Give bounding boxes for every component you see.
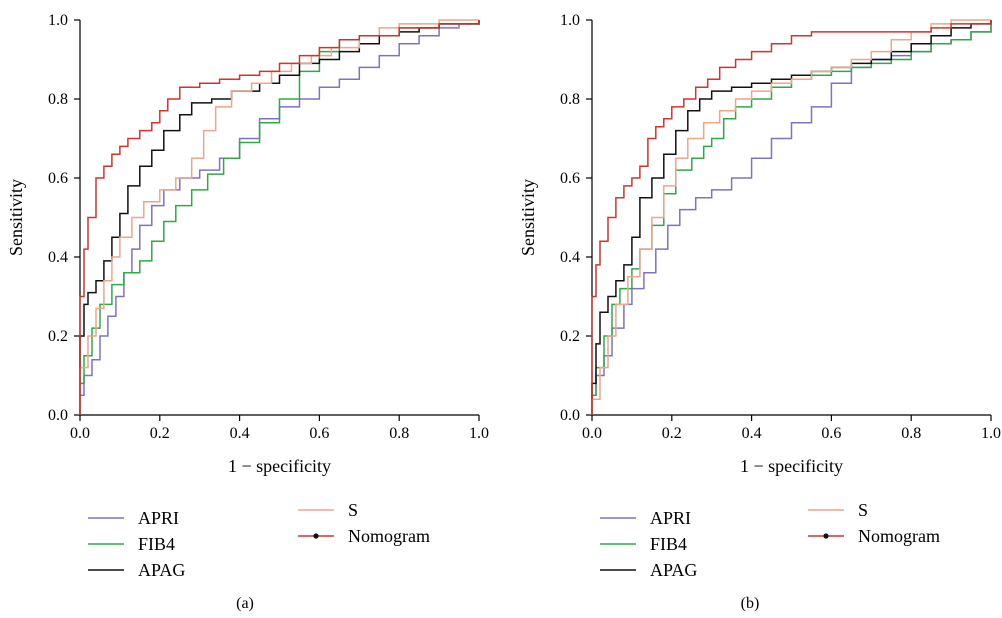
- legend-label: S: [858, 500, 868, 520]
- roc-chart-panel-b: 0.0 0.2 0.4 0.6 0.8 1.0 0.0 0.2 0.4 0.6 0.8 1.0 1 − …: [518, 12, 1001, 612]
- roc-chart-panel-a: 0.0 0.2 0.4 0.6 0.8 1.0 0.0 0.2 0.4 0.6 0.8 1.0 1 − …: [6, 12, 489, 612]
- legend-item-s: S: [298, 500, 358, 520]
- roc-curve-apri: [79, 20, 480, 415]
- y-tick-label: 0.6: [560, 170, 580, 187]
- y-tick-label: 1.0: [560, 12, 580, 29]
- legend-label: APRI: [650, 508, 691, 528]
- legend-item-apri: APRI: [600, 508, 691, 528]
- x-tick-label: 0.4: [742, 425, 762, 442]
- x-tick-label: 1.0: [469, 425, 489, 442]
- legend-item-nomogram: Nomogram: [298, 526, 430, 546]
- panel-label: (a): [236, 595, 254, 612]
- roc-curve-apag: [591, 20, 992, 415]
- x-tick-label: 1.0: [981, 425, 1001, 442]
- x-tick-label: 0.6: [821, 425, 841, 442]
- legend-label: Nomogram: [858, 526, 940, 546]
- legend-item-fib4: FIB4: [88, 534, 175, 554]
- legend-label: APAG: [138, 560, 185, 580]
- y-tick-label: 1.0: [48, 12, 68, 29]
- legend-marker: [313, 533, 319, 539]
- x-axis-label: 1 − specificity: [228, 456, 331, 476]
- legend-item-apri: APRI: [88, 508, 179, 528]
- legend-label: S: [348, 500, 358, 520]
- x-tick-label: 0.2: [150, 425, 170, 442]
- y-tick-label: 0.8: [48, 91, 68, 108]
- legend-marker: [823, 533, 829, 539]
- y-tick-label: 0.4: [560, 249, 580, 266]
- legend-label: FIB4: [650, 534, 687, 554]
- legend-item-apag: APAG: [600, 560, 697, 580]
- x-tick-label: 0.6: [309, 425, 329, 442]
- y-axis-label: Sensitivity: [6, 179, 26, 256]
- y-tick-label: 0.0: [560, 407, 580, 424]
- legend-label: APRI: [138, 508, 179, 528]
- legend-item-s: S: [808, 500, 868, 520]
- y-tick-label: 0.8: [560, 91, 580, 108]
- y-tick-label: 0.4: [48, 249, 68, 266]
- legend-item-fib4: FIB4: [600, 534, 687, 554]
- y-tick-label: 0.2: [560, 328, 580, 345]
- x-axis-label: 1 − specificity: [740, 456, 843, 476]
- legend-label: Nomogram: [348, 526, 430, 546]
- y-tick-label: 0.6: [48, 170, 68, 187]
- y-tick-label: 0.2: [48, 328, 68, 345]
- y-tick-label: 0.0: [48, 407, 68, 424]
- roc-curve-fib4: [591, 20, 992, 415]
- legend-item-nomogram: Nomogram: [808, 526, 940, 546]
- x-tick-label: 0.2: [662, 425, 682, 442]
- legend-item-apag: APAG: [88, 560, 185, 580]
- roc-curve-nomogram: [591, 20, 992, 415]
- roc-curve-s: [591, 19, 991, 415]
- x-tick-label: 0.0: [70, 425, 90, 442]
- x-tick-label: 0.8: [901, 425, 921, 442]
- y-axis-label: Sensitivity: [518, 179, 538, 256]
- roc-curve-apag: [79, 20, 480, 415]
- legend-label: FIB4: [138, 534, 175, 554]
- x-tick-label: 0.8: [389, 425, 409, 442]
- x-tick-label: 0.0: [582, 425, 602, 442]
- panel-label: (b): [741, 595, 760, 612]
- x-tick-label: 0.4: [230, 425, 250, 442]
- legend-label: APAG: [650, 560, 697, 580]
- roc-curve-s: [79, 19, 479, 415]
- roc-curve-nomogram: [79, 20, 480, 415]
